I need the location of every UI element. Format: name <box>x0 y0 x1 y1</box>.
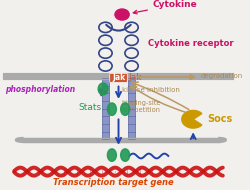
Bar <box>128 77 135 140</box>
Ellipse shape <box>98 83 108 95</box>
Text: Jak: Jak <box>112 73 125 82</box>
Bar <box>102 77 109 140</box>
Ellipse shape <box>121 149 130 161</box>
Text: Cytokine receptor: Cytokine receptor <box>148 39 234 48</box>
Text: Socs: Socs <box>207 114 232 124</box>
Text: Stats: Stats <box>78 103 101 112</box>
Ellipse shape <box>121 103 130 115</box>
Text: degradation: degradation <box>200 73 242 79</box>
Text: phosphorylation: phosphorylation <box>5 85 75 94</box>
Text: Transcription target gene: Transcription target gene <box>54 178 174 187</box>
Text: binding-site
competition: binding-site competition <box>121 100 161 113</box>
Circle shape <box>115 9 129 20</box>
Wedge shape <box>182 110 202 128</box>
Text: Jak: Jak <box>128 73 141 82</box>
Text: kinase inhibition: kinase inhibition <box>122 87 180 93</box>
Ellipse shape <box>108 103 116 115</box>
Text: Cytokine: Cytokine <box>133 0 198 14</box>
Ellipse shape <box>108 149 116 161</box>
FancyBboxPatch shape <box>110 73 127 82</box>
